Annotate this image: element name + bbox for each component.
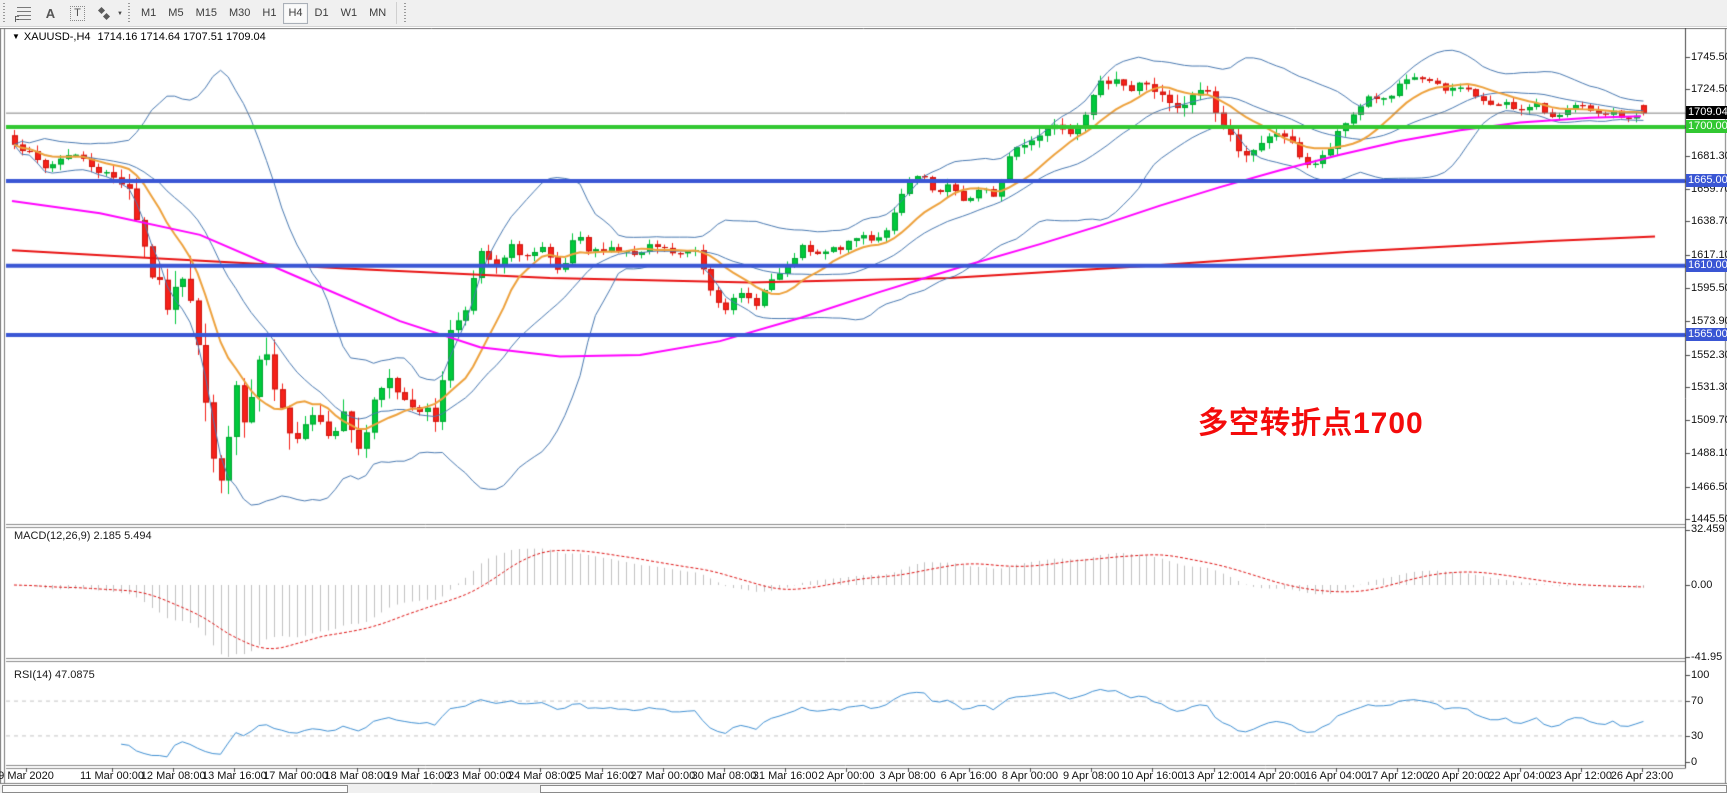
time-axis-label: 9 Mar 2020 <box>0 770 54 782</box>
price-tick-label: 1573.90 <box>1691 315 1727 328</box>
timeframe-button-m1[interactable]: M1 <box>136 3 161 24</box>
time-axis-label: 19 Mar 16:00 <box>385 770 451 782</box>
symbol-timeframe-label: XAUUSD-,H4 <box>23 31 91 43</box>
time-axis-label: 2 Apr 00:00 <box>818 770 875 782</box>
rsi-indicator-label: RSI(14) 47.0875 <box>14 669 95 681</box>
time-axis-label: 24 Mar 08:00 <box>507 770 573 782</box>
time-axis-label: 13 Apr 12:00 <box>1182 770 1245 782</box>
label-tool-icon: T <box>70 5 85 21</box>
rsi-value: 47.0875 <box>54 669 95 681</box>
timeframe-button-h1[interactable]: H1 <box>257 3 281 24</box>
timeframe-button-m30[interactable]: M30 <box>224 3 255 24</box>
macd-min-label: -41.95 <box>1691 651 1723 663</box>
time-axis-label: 26 Apr 23:00 <box>1610 770 1674 782</box>
time-axis-label: 25 Mar 16:00 <box>569 770 635 782</box>
scrollbar-thumb[interactable] <box>2 785 348 793</box>
rsi-level-label: 0 <box>1691 756 1698 768</box>
time-axis-label: 17 Apr 12:00 <box>1365 770 1429 782</box>
rsi-level-label: 70 <box>1691 695 1704 708</box>
timeframe-button-m15[interactable]: M15 <box>191 3 222 24</box>
chart-window: ▼ XAUUSD-,H4 1714.16 1714.64 1707.51 1709.… <box>0 28 1727 793</box>
time-axis-label: 18 Mar 08:00 <box>324 770 390 782</box>
toolbar-separator <box>396 2 398 24</box>
time-axis-label: 3 Apr 08:00 <box>879 770 936 782</box>
toolbar-drag-handle-3[interactable] <box>403 3 409 23</box>
timeframe-button-m5[interactable]: M5 <box>163 3 188 24</box>
hline-price-label: 1610.00 <box>1686 258 1727 272</box>
price-chart-canvas[interactable] <box>0 28 1727 793</box>
time-axis-label: 13 Mar 16:00 <box>201 770 267 782</box>
timeframe-button-mn[interactable]: MN <box>364 3 391 24</box>
macd-name: MACD(12,26,9) <box>14 530 91 542</box>
price-tick-label: 1724.50 <box>1691 83 1727 96</box>
scrollbar-track-segment[interactable] <box>540 785 1727 793</box>
price-tick-label: 1488.10 <box>1691 447 1727 460</box>
time-axis-label: 31 Mar 16:00 <box>752 770 818 782</box>
symbol-dropdown-icon[interactable]: ▼ <box>12 32 20 41</box>
time-axis-label: 8 Apr 00:00 <box>1001 770 1059 782</box>
label-tool-button[interactable]: T <box>64 2 91 25</box>
macd-zero-label: 0.00 <box>1691 579 1713 591</box>
time-axis-label: 6 Apr 16:00 <box>940 770 997 782</box>
hline-price-label: 1665.00 <box>1686 173 1727 187</box>
price-tick-label: 1681.30 <box>1691 149 1727 162</box>
ohlc-values: 1714.16 1714.64 1707.51 1709.04 <box>97 31 266 43</box>
arrows-tool-button[interactable]: ▼ <box>91 2 125 25</box>
fibonacci-icon: F <box>15 6 31 24</box>
macd-max-label: 32.459 <box>1691 523 1725 535</box>
price-tick-label: 1638.70 <box>1691 215 1727 228</box>
timeframe-button-d1[interactable]: D1 <box>310 3 334 24</box>
price-tick-label: 1531.30 <box>1691 380 1727 393</box>
time-axis-label: 10 Apr 16:00 <box>1121 770 1184 782</box>
macd-values: 2.185 5.494 <box>93 530 152 542</box>
price-tick-label: 1617.10 <box>1691 248 1727 261</box>
time-axis-label: 12 Mar 08:00 <box>140 770 206 782</box>
price-tick-label: 1595.50 <box>1691 282 1727 294</box>
time-axis-label: 30 Mar 08:00 <box>691 770 757 782</box>
rsi-level-label: 100 <box>1691 669 1710 681</box>
hline-price-label: 1700.00 <box>1686 120 1727 134</box>
price-tick-label: 1552.30 <box>1691 348 1727 361</box>
time-axis-label: 9 Apr 08:00 <box>1063 770 1120 782</box>
arrows-icon <box>97 6 106 14</box>
price-tick-label: 1445.50 <box>1691 513 1727 525</box>
time-axis-label: 11 Mar 00:00 <box>79 770 145 782</box>
chart-title: ▼ XAUUSD-,H4 1714.16 1714.64 1707.51 1709.… <box>12 31 266 43</box>
price-tick-label: 1509.70 <box>1691 414 1727 427</box>
horizontal-scrollbar <box>0 785 1727 793</box>
toolbar: F A T ▼ M1 M5 M15 M30 H1 H4 D1 W1 MN <box>0 0 1727 27</box>
time-axis-label: 16 Apr 04:00 <box>1304 770 1368 782</box>
timeframe-toolbar: M1 M5 M15 M30 H1 H4 D1 W1 MN <box>135 0 392 27</box>
chevron-down-icon: ▼ <box>117 10 123 17</box>
text-tool-icon: A <box>45 5 56 21</box>
chart-annotation-text: 多空转折点1700 <box>1198 407 1424 440</box>
rsi-name: RSI(14) <box>14 669 52 681</box>
timeframe-button-w1[interactable]: W1 <box>336 3 363 24</box>
rsi-level-label: 30 <box>1691 729 1704 742</box>
fibonacci-tool-button[interactable]: F <box>10 2 37 25</box>
timeframe-button-h4[interactable]: H4 <box>283 2 308 24</box>
time-axis-label: 23 Apr 12:00 <box>1549 770 1612 782</box>
price-tick-label: 1745.50 <box>1691 51 1727 63</box>
toolbar-drag-handle-2[interactable] <box>127 3 132 23</box>
time-axis-label: 17 Mar 00:00 <box>263 770 329 782</box>
text-tool-button[interactable]: A <box>37 2 64 25</box>
toolbar-drag-handle[interactable] <box>2 3 7 23</box>
time-axis-label: 27 Mar 00:00 <box>630 770 696 782</box>
time-axis-label: 23 Mar 00:00 <box>446 770 512 782</box>
price-tick-label: 1466.50 <box>1691 480 1727 493</box>
time-axis-label: 22 Apr 04:00 <box>1488 770 1551 782</box>
current-price-label: 1709.04 <box>1686 106 1727 120</box>
time-axis-label: 14 Apr 20:00 <box>1243 770 1306 782</box>
hline-price-label: 1565.00 <box>1686 327 1727 341</box>
macd-indicator-label: MACD(12,26,9) 2.185 5.494 <box>14 530 152 542</box>
arrows-icon-2 <box>102 12 111 20</box>
time-axis-label: 20 Apr 20:00 <box>1427 770 1490 782</box>
